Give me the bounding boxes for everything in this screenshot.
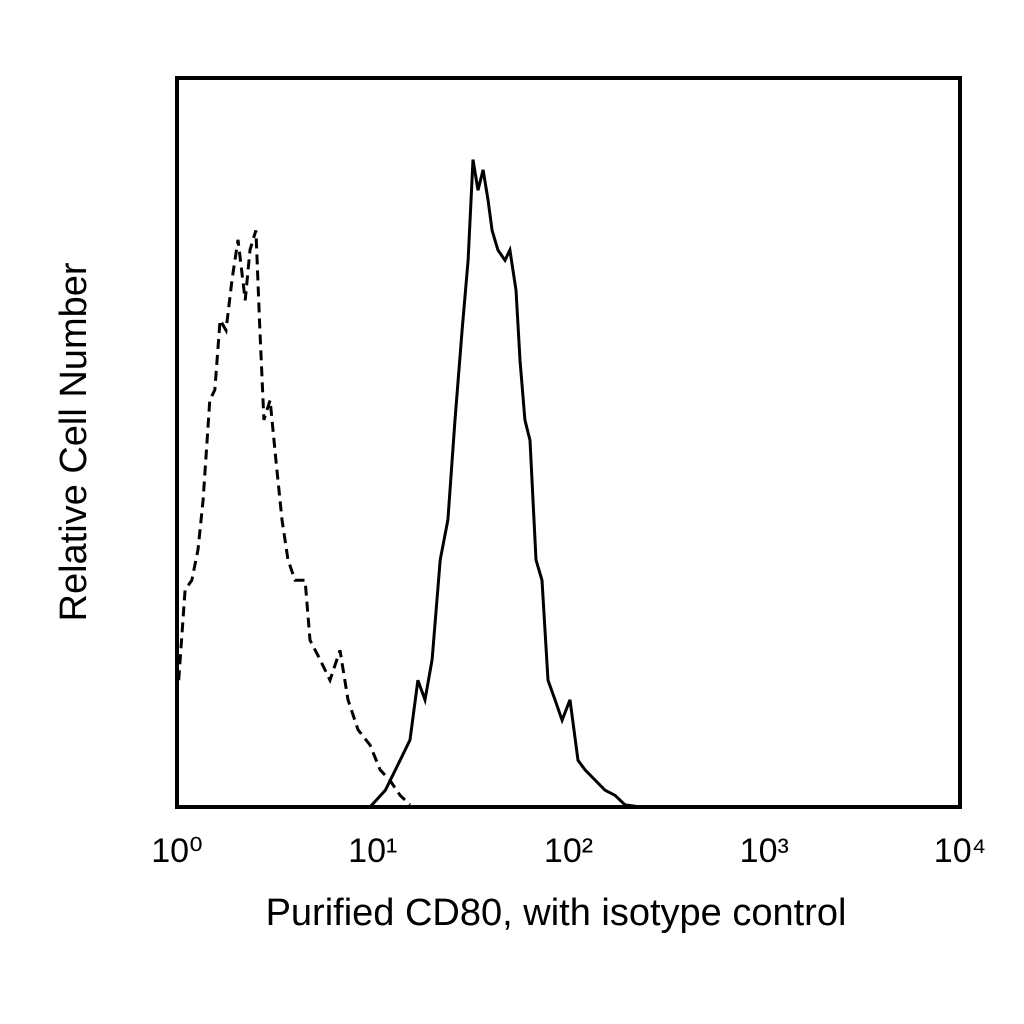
histogram-line — [177, 229, 412, 806]
plot-frame — [175, 76, 962, 809]
x-tick-label: 10⁴ — [934, 832, 986, 870]
x-tick-label: 10³ — [740, 832, 789, 870]
x-tick-label: 10⁰ — [151, 832, 202, 870]
x-tick-label: 10² — [544, 832, 593, 870]
x-axis-label: Purified CD80, with isotype control — [266, 892, 847, 934]
histogram-line — [368, 159, 670, 809]
y-axis-label: Relative Cell Number — [53, 262, 95, 621]
x-tick-label: 10¹ — [348, 832, 397, 870]
